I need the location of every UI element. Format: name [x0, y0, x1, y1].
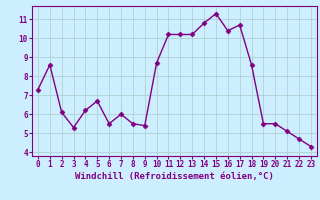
X-axis label: Windchill (Refroidissement éolien,°C): Windchill (Refroidissement éolien,°C) — [75, 172, 274, 181]
